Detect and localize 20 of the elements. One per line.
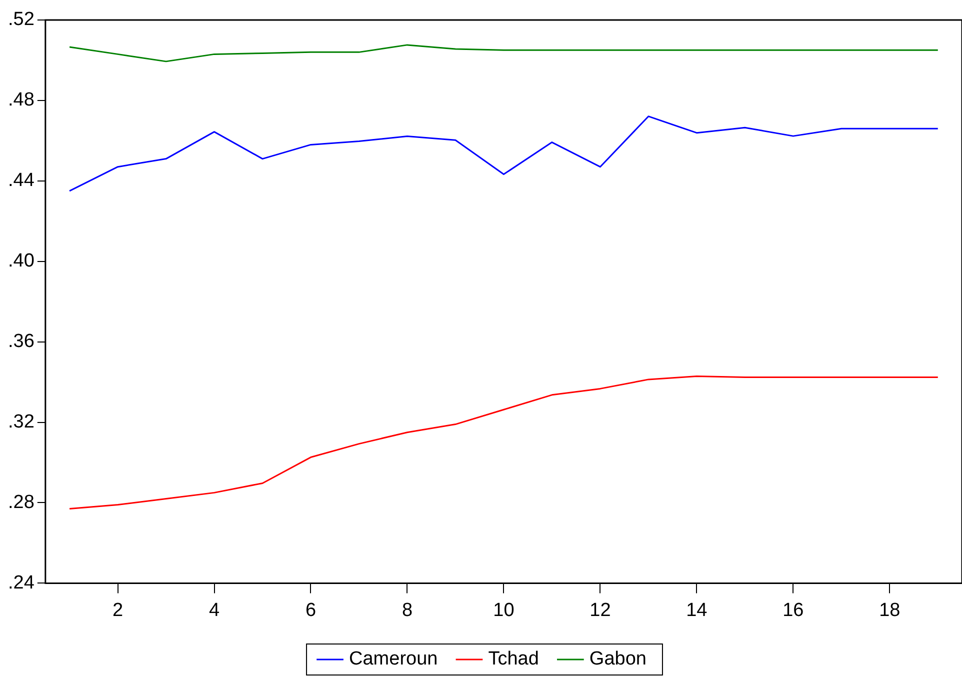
x-tick-label: 18 bbox=[879, 600, 900, 621]
x-tick-label: 10 bbox=[493, 600, 514, 621]
y-tick-label: .40 bbox=[8, 250, 34, 272]
legend-label: Tchad bbox=[488, 648, 539, 670]
y-tick-label: .52 bbox=[8, 9, 34, 30]
y-tick-label: .28 bbox=[8, 492, 34, 513]
y-tick-label: .44 bbox=[8, 170, 35, 192]
x-tick-label: 16 bbox=[782, 600, 804, 621]
y-tick-label: .48 bbox=[8, 90, 34, 111]
x-tick-label: 2 bbox=[112, 600, 124, 621]
legend-label: Cameroun bbox=[349, 648, 438, 670]
x-tick-label: 6 bbox=[305, 600, 316, 621]
x-tick-label: 8 bbox=[402, 600, 413, 621]
y-tick-label: .24 bbox=[8, 572, 35, 594]
y-tick-label: .36 bbox=[8, 331, 34, 352]
x-tick-label: 14 bbox=[686, 600, 708, 621]
x-tick-label: 4 bbox=[208, 600, 220, 621]
x-tick-label: 12 bbox=[590, 600, 611, 621]
legend-label: Gabon bbox=[589, 648, 646, 670]
y-tick-label: .32 bbox=[8, 412, 34, 433]
